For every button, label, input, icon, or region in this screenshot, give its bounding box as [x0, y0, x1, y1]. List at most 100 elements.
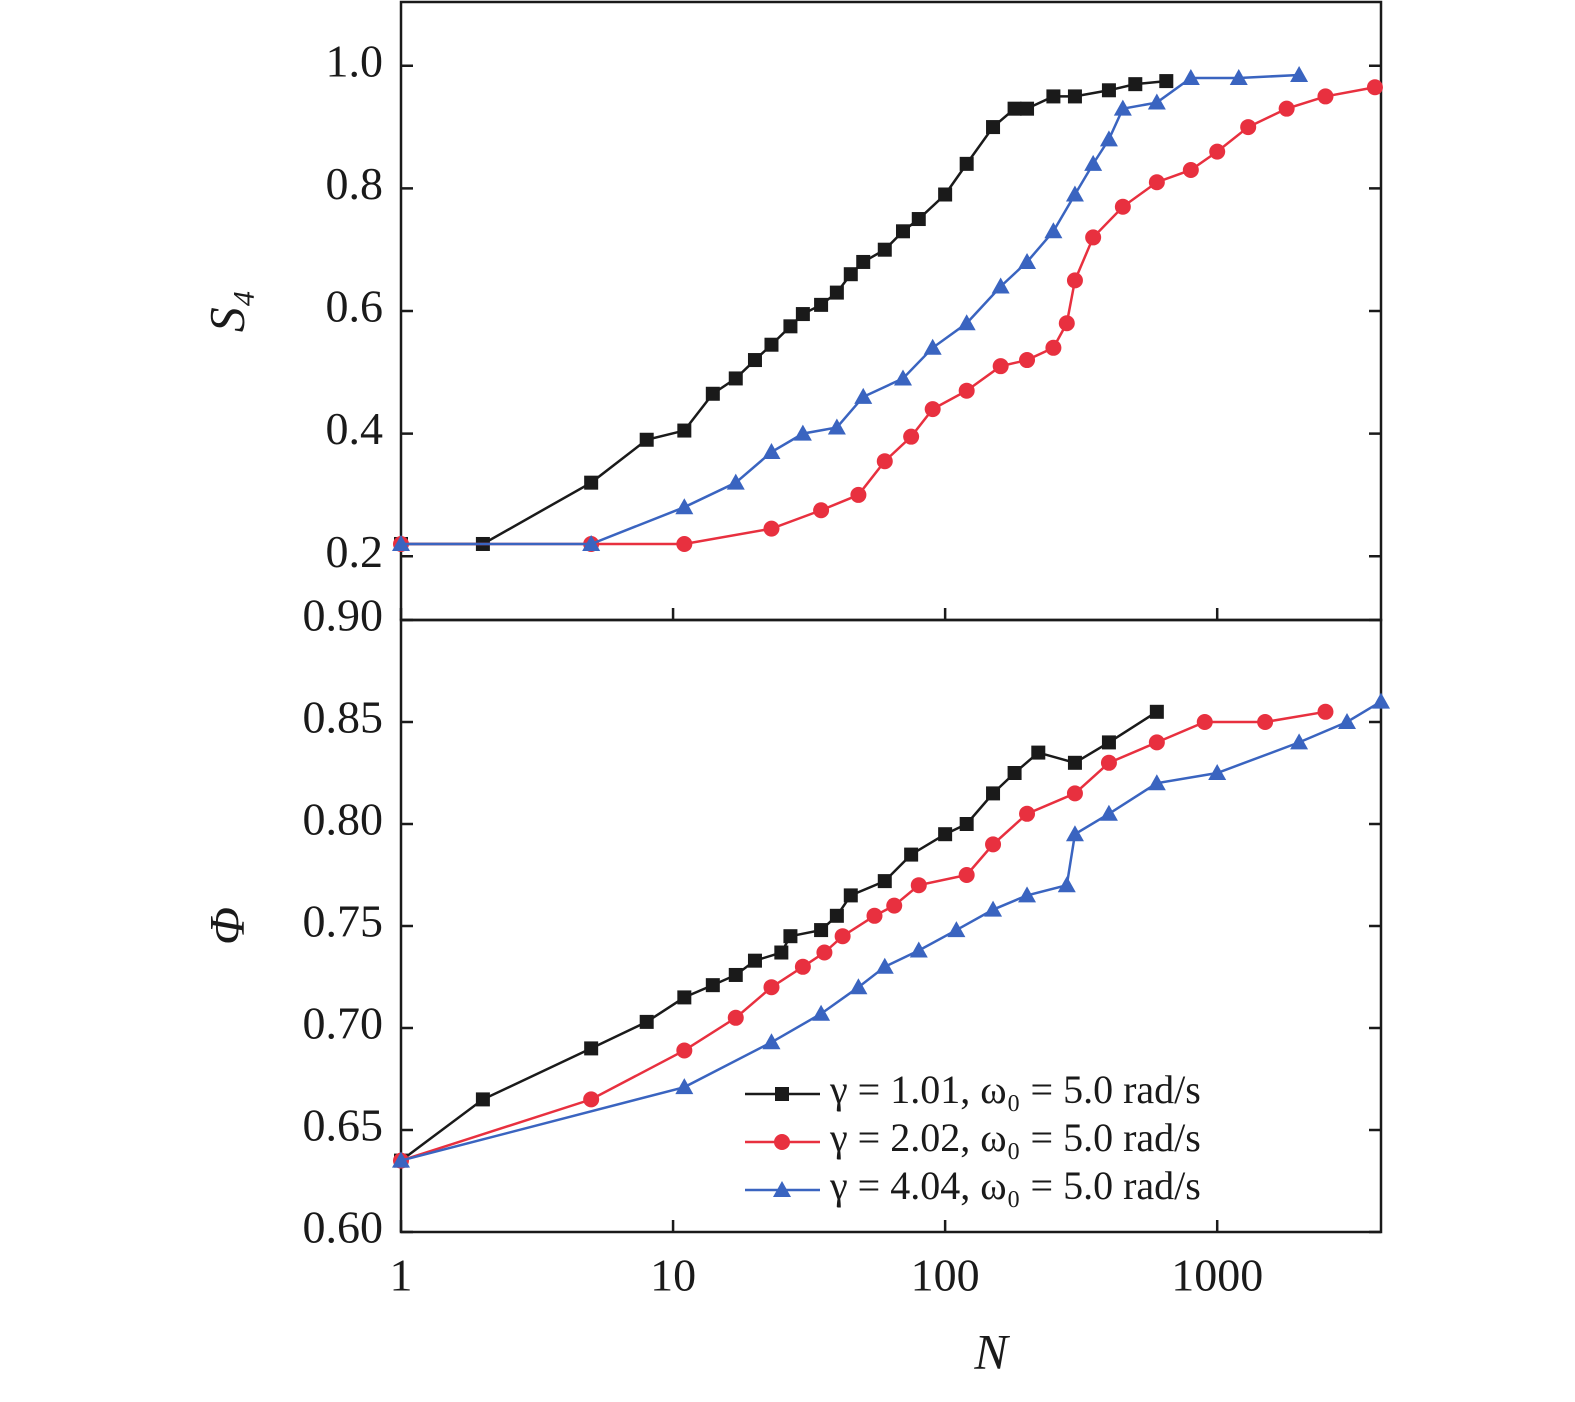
marker	[1366, 79, 1383, 96]
marker	[923, 338, 942, 355]
y-axis-label: S₄	[198, 290, 254, 332]
marker	[584, 1041, 599, 1056]
series-line	[401, 73, 1300, 546]
y-tick-label: 0.8	[326, 158, 384, 209]
marker	[1147, 93, 1166, 110]
marker	[985, 836, 1002, 853]
marker	[959, 156, 974, 171]
marker	[1181, 69, 1200, 86]
y-axis-label: Φ	[198, 907, 254, 945]
marker	[1148, 174, 1165, 191]
marker	[1209, 143, 1226, 160]
marker	[793, 424, 812, 441]
marker	[947, 921, 966, 938]
marker	[1066, 272, 1083, 289]
marker	[814, 297, 829, 312]
marker	[726, 473, 745, 490]
marker	[1065, 825, 1084, 842]
marker	[676, 535, 693, 552]
x-tick-label: 1000	[1171, 1250, 1263, 1301]
marker	[1114, 198, 1131, 215]
marker	[1099, 130, 1118, 147]
marker	[1101, 83, 1116, 98]
marker	[829, 908, 844, 923]
x-axis-label: N	[973, 1323, 1010, 1379]
marker	[727, 1009, 744, 1026]
legend-label: γ = 1.01, ω₀ = 5.0 rad/s	[829, 1067, 1201, 1112]
marker	[1018, 252, 1037, 269]
marker	[774, 945, 789, 960]
legend-marker	[773, 1181, 791, 1197]
marker	[827, 418, 846, 435]
y-tick-label: 0.85	[303, 692, 384, 743]
x-tick-label: 1	[390, 1250, 413, 1301]
marker	[1019, 352, 1036, 369]
marker	[1338, 713, 1357, 729]
marker	[764, 337, 779, 352]
marker	[1084, 154, 1103, 171]
marker	[958, 867, 975, 883]
marker	[1031, 745, 1046, 760]
marker	[849, 978, 868, 995]
marker	[705, 386, 720, 401]
marker	[675, 498, 694, 515]
marker	[1196, 714, 1213, 730]
marker	[938, 187, 953, 202]
y-tick-label: 0.6	[326, 281, 384, 332]
y-tick-label: 0.65	[303, 1100, 384, 1151]
y-tick-label: 1.0	[326, 35, 384, 86]
x-tick-label: 10	[650, 1250, 696, 1301]
marker	[1113, 99, 1132, 116]
marker	[834, 928, 851, 945]
marker	[986, 120, 1001, 135]
marker	[814, 923, 829, 938]
y-tick-label: 0.2	[326, 526, 384, 577]
marker	[1240, 119, 1257, 136]
marker	[850, 486, 867, 503]
marker	[1159, 74, 1174, 89]
marker	[957, 314, 976, 331]
marker	[1148, 734, 1165, 751]
marker	[677, 990, 692, 1005]
marker	[1007, 766, 1022, 780]
marker	[1100, 754, 1117, 771]
marker	[1278, 100, 1295, 117]
marker	[959, 817, 974, 831]
marker	[1045, 339, 1062, 356]
marker	[866, 907, 883, 924]
marker	[1065, 185, 1084, 202]
marker	[1317, 703, 1334, 720]
marker	[904, 847, 919, 862]
marker	[1317, 88, 1334, 105]
marker	[1101, 735, 1116, 750]
marker	[783, 319, 798, 334]
marker	[895, 224, 910, 239]
marker	[795, 307, 810, 322]
marker	[843, 267, 858, 282]
marker	[1257, 714, 1274, 730]
marker	[876, 453, 893, 470]
marker	[1208, 764, 1227, 780]
marker	[794, 958, 811, 975]
marker	[747, 353, 762, 368]
x-tick-label: 100	[911, 1250, 980, 1301]
series-line	[401, 79, 1167, 546]
legend-label: γ = 2.02, ω₀ = 5.0 rad/s	[829, 1115, 1201, 1160]
marker	[1067, 89, 1082, 104]
marker	[762, 443, 781, 460]
marker	[992, 358, 1009, 375]
marker	[763, 979, 780, 996]
marker	[1182, 161, 1199, 178]
marker	[677, 423, 692, 438]
marker	[1229, 69, 1248, 86]
marker	[854, 387, 873, 404]
marker	[392, 534, 410, 551]
marker	[583, 1091, 600, 1108]
marker	[584, 475, 599, 490]
marker	[705, 978, 720, 993]
marker	[1290, 733, 1309, 750]
legend-marker	[774, 1134, 790, 1150]
marker	[986, 786, 1001, 801]
marker	[1020, 101, 1035, 116]
marker	[763, 520, 780, 537]
